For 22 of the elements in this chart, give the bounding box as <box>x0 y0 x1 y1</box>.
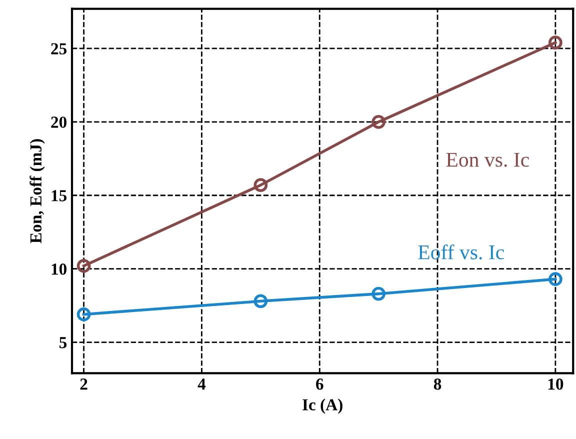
x-tick-label: 4 <box>198 378 206 390</box>
point <box>76 307 91 322</box>
x-tick-label: 10 <box>548 378 564 390</box>
x-tick-label: 8 <box>434 378 442 390</box>
point <box>76 258 91 273</box>
series-label: Eoff vs. Ic <box>418 244 504 260</box>
point <box>372 286 386 301</box>
text: Eon vs. Ic <box>446 152 529 167</box>
y-tick-label: 25 <box>51 43 67 54</box>
point <box>548 272 562 286</box>
y-tick-label: 10 <box>52 264 67 275</box>
point <box>548 36 562 50</box>
point <box>372 114 386 129</box>
point <box>254 178 268 192</box>
x-tick-label: 2 <box>80 378 88 390</box>
y-tick-label: 5 <box>59 337 67 348</box>
x-axis-title: Ic (A) <box>302 398 342 414</box>
y-tick-label: 15 <box>52 190 67 202</box>
x-tick-label: 6 <box>316 378 324 390</box>
y-axis-title: Eon, Eoff (mJ) <box>30 139 45 244</box>
y-tick-label: 20 <box>51 116 67 128</box>
point <box>254 294 268 308</box>
